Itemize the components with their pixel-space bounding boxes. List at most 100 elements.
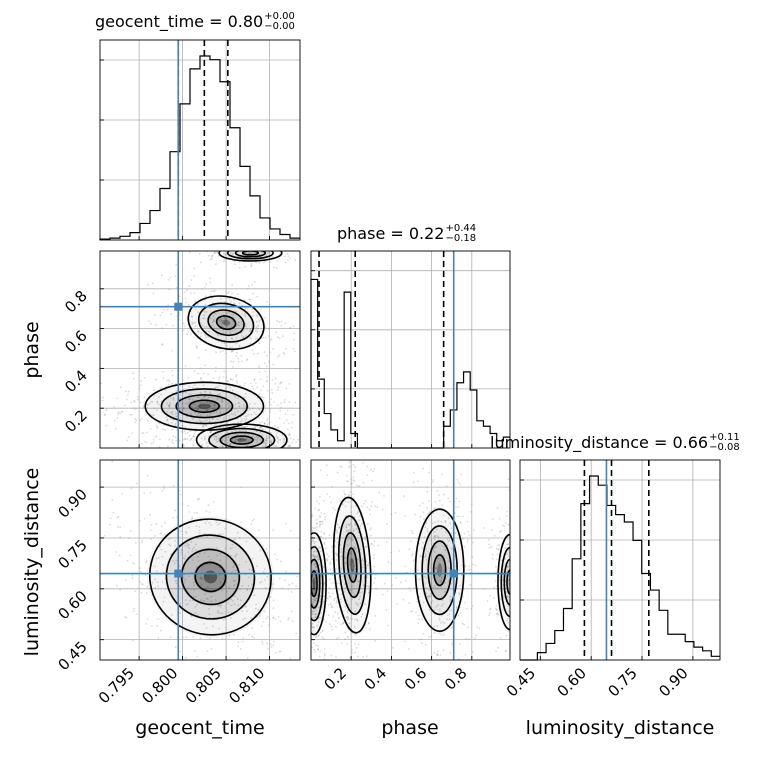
sample-point bbox=[246, 307, 249, 310]
sample-point bbox=[307, 607, 309, 609]
sample-point bbox=[280, 381, 283, 384]
sample-point bbox=[255, 261, 258, 264]
sample-point bbox=[184, 432, 187, 435]
sample-point bbox=[203, 435, 206, 438]
sample-point bbox=[224, 547, 227, 550]
sample-point bbox=[193, 650, 196, 652]
sample-point bbox=[266, 417, 269, 420]
sample-point bbox=[147, 284, 150, 287]
sample-point bbox=[513, 528, 515, 530]
sample-point bbox=[308, 554, 310, 556]
sample-point bbox=[272, 599, 275, 602]
sample-point bbox=[131, 413, 133, 416]
sample-point bbox=[293, 463, 295, 465]
sample-point bbox=[315, 569, 318, 572]
sample-point bbox=[271, 388, 273, 391]
contour-line bbox=[160, 388, 249, 425]
sample-point bbox=[319, 536, 322, 538]
sample-point bbox=[335, 601, 338, 604]
sample-point bbox=[164, 388, 167, 391]
sample-point bbox=[287, 588, 290, 591]
sample-point bbox=[156, 401, 159, 404]
sample-point bbox=[205, 326, 208, 328]
sample-point bbox=[251, 519, 254, 522]
sample-point bbox=[196, 408, 199, 411]
sample-point bbox=[182, 438, 185, 441]
sample-point bbox=[238, 453, 240, 455]
sample-point bbox=[311, 539, 314, 542]
sample-point bbox=[243, 329, 245, 332]
sample-point bbox=[501, 608, 504, 611]
sample-point bbox=[299, 674, 301, 676]
sample-point bbox=[190, 438, 193, 441]
sample-point bbox=[302, 602, 304, 604]
tick-label-y-luminosity_distance: 0.60 bbox=[54, 587, 90, 623]
sample-point bbox=[236, 458, 238, 460]
sample-point bbox=[305, 668, 307, 670]
sample-point bbox=[316, 409, 318, 411]
sample-point bbox=[429, 672, 431, 674]
sample-point bbox=[149, 491, 152, 494]
sample-point bbox=[160, 393, 163, 396]
sample-point bbox=[512, 604, 514, 606]
density-level bbox=[188, 399, 221, 413]
sample-point bbox=[349, 589, 352, 592]
sample-point bbox=[418, 504, 421, 507]
sample-point bbox=[296, 603, 298, 605]
sample-point bbox=[299, 661, 301, 663]
sample-point bbox=[346, 611, 349, 614]
sample-point bbox=[349, 465, 351, 468]
sample-point bbox=[402, 495, 405, 497]
sample-point bbox=[525, 604, 527, 606]
sample-point bbox=[216, 334, 219, 337]
sample-point bbox=[224, 342, 226, 345]
sample-point bbox=[351, 598, 354, 601]
sample-point bbox=[334, 611, 337, 614]
sample-point bbox=[459, 643, 461, 646]
sample-point bbox=[282, 564, 284, 566]
sample-point bbox=[277, 389, 279, 391]
sample-point bbox=[217, 254, 220, 257]
sample-point bbox=[145, 591, 148, 594]
sample-point bbox=[229, 547, 232, 550]
sample-point bbox=[153, 389, 155, 392]
sample-point bbox=[116, 526, 119, 528]
sample-point bbox=[141, 417, 143, 420]
truth-marker bbox=[174, 302, 183, 311]
sample-point bbox=[429, 595, 432, 598]
sample-point bbox=[478, 627, 481, 630]
sample-point bbox=[272, 452, 274, 454]
sample-point bbox=[434, 566, 437, 569]
sample-point bbox=[301, 536, 303, 538]
sample-point bbox=[231, 389, 234, 392]
sample-point bbox=[249, 329, 252, 332]
sample-point bbox=[235, 379, 238, 382]
sample-point bbox=[275, 462, 277, 464]
sample-point bbox=[178, 452, 180, 454]
sample-point bbox=[370, 505, 373, 508]
sample-point bbox=[366, 465, 369, 468]
sample-point bbox=[264, 586, 267, 589]
sample-point bbox=[244, 412, 247, 415]
sample-point bbox=[527, 613, 529, 615]
sample-point bbox=[227, 436, 230, 438]
sample-point bbox=[169, 403, 171, 406]
sample-point bbox=[222, 260, 225, 263]
sample-point bbox=[358, 598, 361, 600]
sample-point bbox=[523, 613, 525, 615]
sample-point bbox=[316, 624, 319, 627]
sample-point bbox=[308, 614, 310, 616]
sample-point bbox=[499, 530, 502, 533]
sample-point bbox=[218, 248, 220, 250]
sample-point bbox=[517, 604, 519, 606]
sample-point bbox=[221, 450, 223, 452]
scatter-panel-geocent_time-phase: 0.20.40.60.8 bbox=[61, 248, 318, 465]
sample-point bbox=[245, 445, 248, 447]
sample-point bbox=[467, 626, 469, 629]
sample-point bbox=[192, 595, 195, 598]
contour-line bbox=[346, 547, 358, 583]
sample-point bbox=[520, 591, 522, 593]
sample-point bbox=[317, 620, 320, 623]
sample-point bbox=[171, 374, 174, 377]
sample-point bbox=[137, 398, 139, 401]
